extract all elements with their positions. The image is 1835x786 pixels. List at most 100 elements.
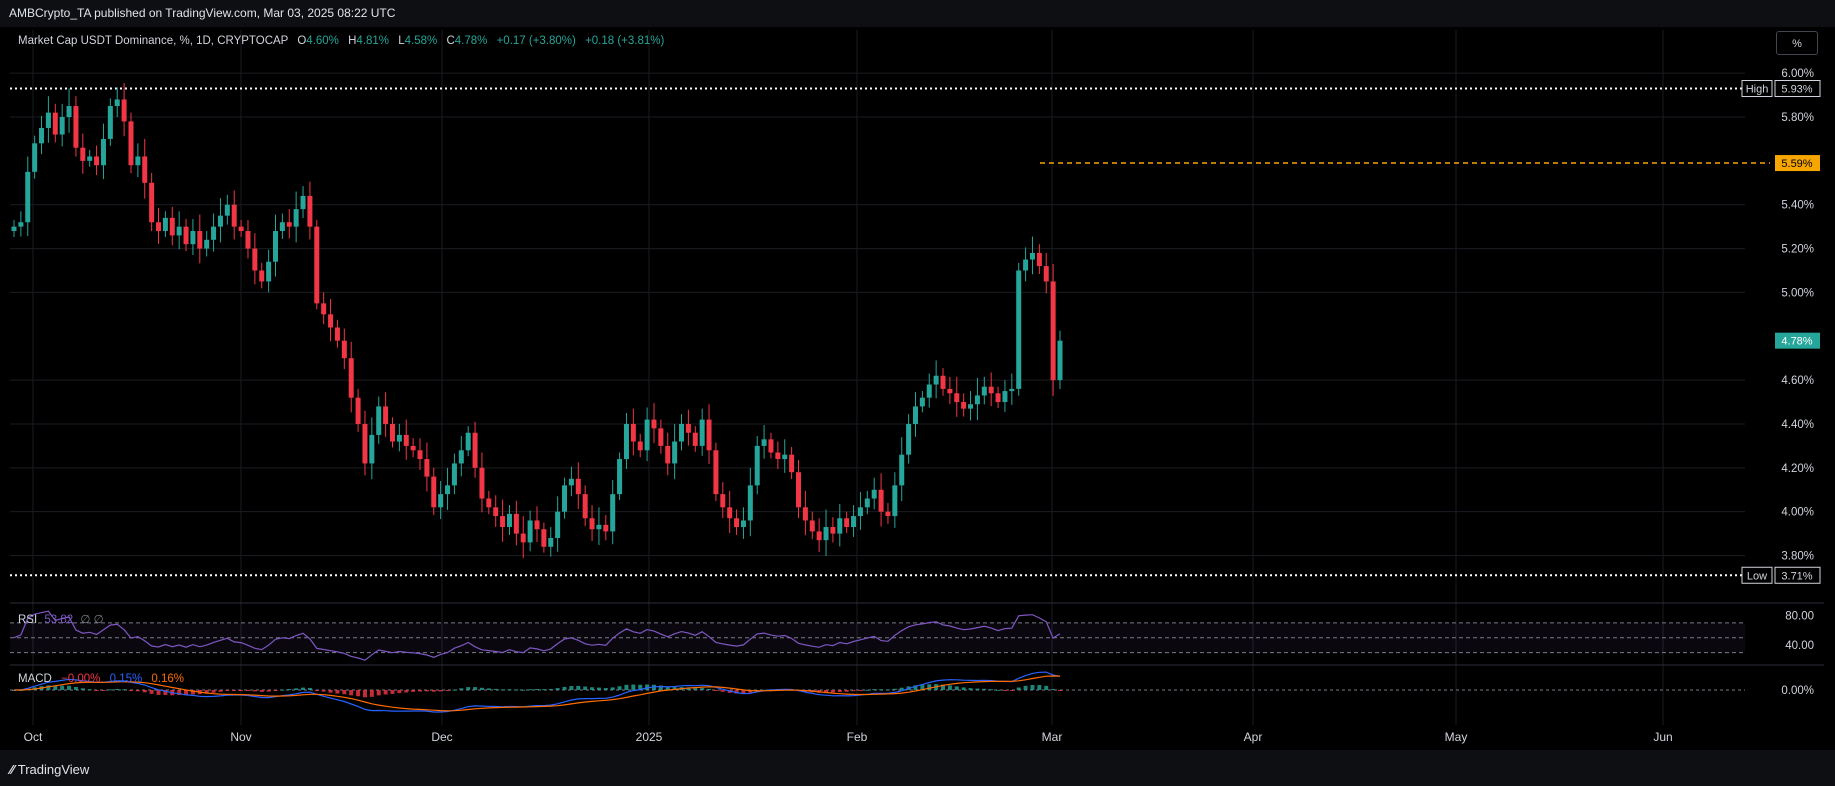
- macd-hist-bar: [865, 689, 870, 691]
- candle: [259, 270, 265, 282]
- change-value: +0.17 (+3.80%): [496, 35, 576, 47]
- macd-hist-bar: [273, 690, 278, 691]
- candle: [493, 507, 499, 517]
- macd-hist-bar: [507, 689, 512, 691]
- candle: [734, 518, 740, 528]
- macd-hist-bar: [686, 687, 691, 690]
- candle: [66, 106, 72, 118]
- candle: [610, 494, 616, 532]
- y-tick: 3.80%: [1781, 551, 1814, 563]
- candle: [775, 452, 781, 460]
- macd-hist-bar: [452, 689, 457, 691]
- candle: [39, 127, 45, 144]
- grid: [10, 30, 1824, 725]
- candle: [672, 441, 678, 464]
- macd-hist-bar: [824, 690, 829, 693]
- macd-hist-bar: [67, 685, 72, 690]
- candle: [87, 156, 93, 161]
- price-legend: Market Cap USDT Dominance, %, 1D, CRYPTO…: [18, 35, 664, 47]
- macd-hist-bar: [968, 688, 973, 690]
- macd-hist-bar: [239, 690, 244, 691]
- macd-hist-bar: [184, 690, 189, 695]
- candle: [389, 423, 395, 442]
- candle: [968, 404, 974, 409]
- macd-hist-bar: [1051, 689, 1056, 691]
- macd-hist-bar: [190, 690, 195, 695]
- macd-hist-bar: [356, 690, 361, 697]
- macd-hist-bar: [177, 690, 182, 695]
- macd-hist-bar: [899, 687, 904, 690]
- candle: [321, 303, 327, 315]
- y-tick: 4.20%: [1781, 463, 1814, 475]
- percent-scale-button[interactable]: %: [1776, 31, 1818, 55]
- candle: [204, 239, 210, 249]
- candle: [534, 520, 540, 530]
- macd-hist-bar: [128, 690, 133, 691]
- macd-hist-bar: [266, 690, 271, 692]
- candle: [142, 156, 148, 183]
- macd-hist-bar: [596, 687, 601, 690]
- candle: [837, 518, 843, 534]
- macd-hist-bar: [397, 690, 402, 694]
- candle: [11, 226, 17, 232]
- candle: [796, 472, 801, 508]
- macd-hist-bar: [287, 689, 292, 691]
- candle: [245, 231, 251, 249]
- macd-hist-bar: [514, 689, 519, 691]
- rsi-line: [13, 610, 1061, 661]
- candle: [307, 195, 313, 227]
- x-tick-2025: 2025: [636, 730, 663, 744]
- candle: [149, 182, 155, 223]
- macd-hist-bar: [672, 687, 677, 690]
- macd-hist-bar: [1030, 684, 1035, 690]
- candle: [568, 478, 574, 486]
- high-value: 4.81%: [356, 35, 390, 47]
- candle: [396, 434, 402, 442]
- macd-hist-bar: [885, 689, 890, 691]
- candle: [293, 209, 299, 227]
- macd-hist-bar: [60, 685, 65, 690]
- candle: [679, 423, 685, 442]
- macd-hist-bar: [913, 685, 918, 690]
- candle: [782, 454, 788, 460]
- close-key: C: [446, 35, 455, 47]
- tradingview-logo[interactable]: ⁄⁄ TradingView: [10, 762, 90, 777]
- macd-hist-bar: [1016, 687, 1021, 690]
- macd-hist-bar: [665, 686, 670, 690]
- macd-hist-bar: [583, 686, 588, 690]
- candle: [789, 454, 795, 473]
- candle: [156, 222, 162, 232]
- macd-hist-bar: [424, 690, 429, 692]
- candle: [981, 386, 987, 396]
- macd-hist-bar: [548, 688, 553, 690]
- macd-hist-bar: [837, 690, 842, 693]
- macd-hist-bar: [73, 687, 78, 690]
- rsi-tick: 80.00: [1785, 610, 1814, 622]
- macd-hist-bar: [638, 684, 643, 690]
- candle: [974, 395, 980, 405]
- candle: [940, 375, 946, 389]
- macd-hist-bar: [211, 690, 216, 693]
- candle: [596, 524, 602, 530]
- y-tick: 5.40%: [1781, 200, 1814, 212]
- macd-hist-bar: [748, 690, 753, 693]
- high-level-title-box: [1741, 80, 1773, 98]
- publish-bar: AMBCrypto_TA published on TradingView.co…: [0, 0, 1835, 27]
- candle: [45, 112, 51, 128]
- candle: [376, 406, 382, 435]
- macd-hist-bar: [879, 689, 884, 691]
- macd-hist-bar: [135, 690, 140, 692]
- candle: [266, 261, 272, 282]
- macd-hist-bar: [892, 688, 897, 690]
- symbol-title[interactable]: Market Cap USDT Dominance, %, 1D, CRYPTO…: [18, 35, 289, 47]
- macd-hist-bar: [851, 690, 856, 692]
- candle: [341, 340, 347, 359]
- candle: [169, 217, 175, 236]
- candle: [217, 215, 223, 227]
- macd-hist-bar: [1009, 690, 1014, 691]
- macd-hist-bar: [149, 690, 154, 694]
- candle: [885, 511, 891, 517]
- candle: [802, 507, 808, 521]
- macd-hist-bar: [466, 687, 471, 690]
